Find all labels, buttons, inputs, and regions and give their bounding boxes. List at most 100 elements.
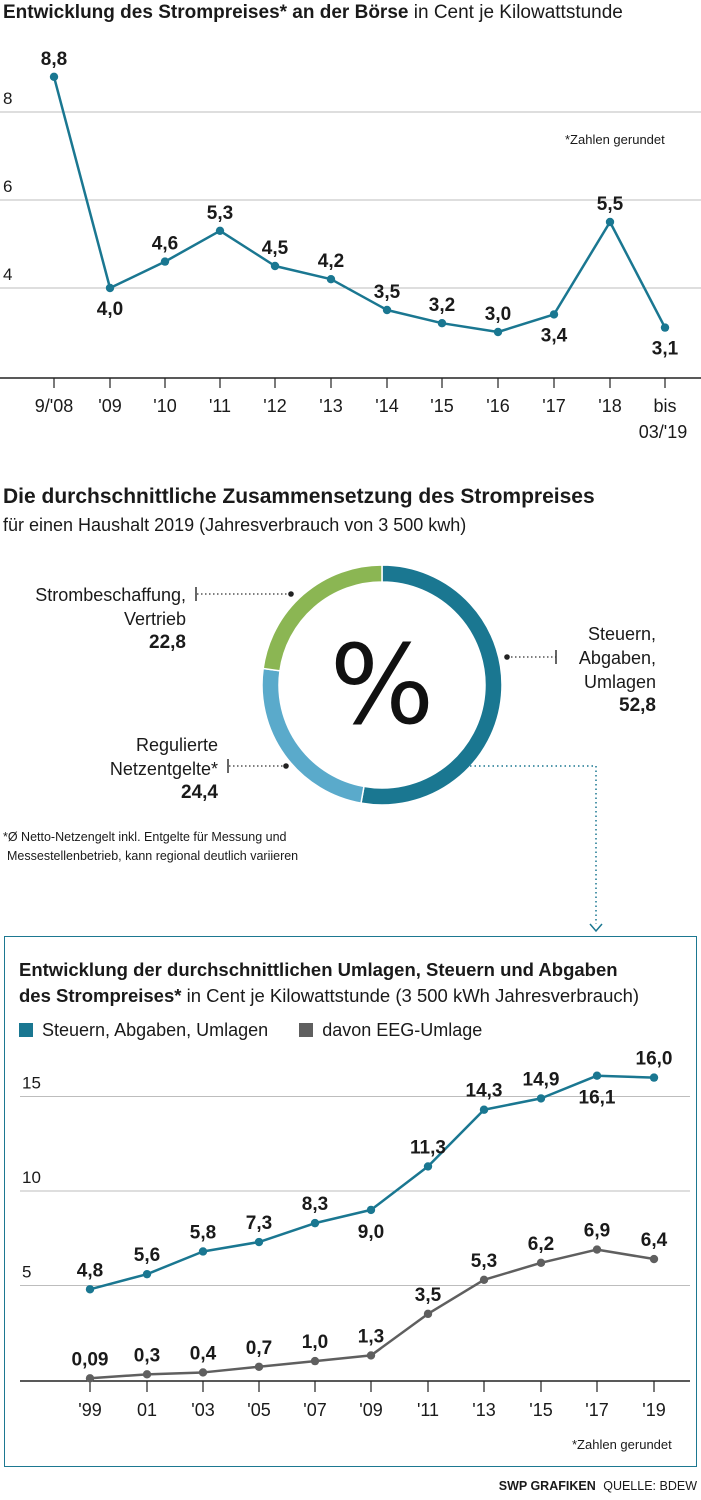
chart3-x-label: '09 xyxy=(359,1400,382,1420)
legend-swatch-teal xyxy=(19,1023,33,1037)
chart3-point xyxy=(142,1269,152,1279)
chart1-title-bold: Entwicklung des Strompreises* an der Bör… xyxy=(3,2,409,23)
chart3-title-line2: des Strompreises* in Cent je Kilowattstu… xyxy=(19,983,639,1009)
label-netzentgelte-value: 24,4 xyxy=(181,782,218,803)
footer-source: QUELLE: BDEW xyxy=(603,1479,697,1493)
label-netzentgelte-line1: Regulierte xyxy=(135,735,218,755)
chart1-x-label: '14 xyxy=(375,396,398,416)
leader-steuern-dot xyxy=(504,654,510,660)
legend-label-eeg: davon EEG-Umlage xyxy=(322,1020,483,1040)
label-steuern-line2: Abgaben, xyxy=(578,648,656,668)
chart1-ytick-label: 6 xyxy=(3,177,12,196)
chart1-x-label: '09 xyxy=(98,396,121,416)
chart3-note: *Zahlen gerundet xyxy=(572,1437,672,1452)
chart3-point xyxy=(592,1245,602,1254)
chart3-point xyxy=(198,1368,208,1377)
chart1-x-label: '17 xyxy=(542,396,565,416)
chart3-data-label: 8,3 xyxy=(302,1194,328,1215)
chart3-data-label: 5,6 xyxy=(134,1245,160,1266)
chart3-x-label: '13 xyxy=(472,1400,495,1420)
chart1-point xyxy=(270,261,280,271)
chart1-data-label: 5,5 xyxy=(597,194,624,215)
chart1-x-label: '15 xyxy=(430,396,453,416)
chart1-data-label: 5,3 xyxy=(207,203,233,224)
chart3-point xyxy=(536,1094,546,1103)
chart3-data-label: 14,9 xyxy=(523,1069,560,1090)
chart3-data-label: 0,4 xyxy=(190,1343,217,1364)
chart1-data-label: 8,8 xyxy=(41,49,67,70)
chart1-point xyxy=(105,283,115,293)
label-strombeschaffung-line1: Strombeschaffung, xyxy=(35,585,186,605)
chart1-point xyxy=(660,323,670,332)
chart1-x-label: 03/'19 xyxy=(639,422,687,442)
chart3-data-label: 3,5 xyxy=(415,1285,442,1306)
chart2-footnote-line1: *Ø Netto-Netzengelt inkl. Entgelte für M… xyxy=(3,830,287,844)
label-steuern-line3: Umlagen xyxy=(583,672,656,692)
chart3-data-label: 6,9 xyxy=(584,1221,610,1242)
chart1-data-label: 4,6 xyxy=(152,234,178,255)
chart1-plot: 8 6 4 9/'08 '09 '10 '11 '12 '13 '14 '15 '16 '17 '18 bi… xyxy=(0,49,701,442)
chart3-point xyxy=(142,1370,152,1379)
chart3-title: Entwicklung der durchschnittlichen Umlag… xyxy=(19,957,639,1009)
chart1-x-label: '11 xyxy=(209,396,231,416)
chart3-ytick-label: 5 xyxy=(22,1263,31,1282)
chart3-x-label: '15 xyxy=(529,1400,552,1420)
chart3-point xyxy=(254,1237,264,1247)
label-strombeschaffung: Strombeschaffung, Vertrieb 22,8 xyxy=(0,583,186,655)
connector-arrow xyxy=(589,923,603,933)
chart1-x-label: bis xyxy=(653,396,676,416)
label-steuern-line1: Steuern, xyxy=(587,624,656,644)
chart3-point xyxy=(536,1258,546,1268)
chart2-subtitle: für einen Haushalt 2019 (Jahresverbrauch… xyxy=(3,515,467,535)
chart1-data-label: 3,1 xyxy=(652,339,679,360)
donut-center-symbol: % xyxy=(330,621,435,749)
chart3-point xyxy=(85,1374,95,1383)
chart1-data-label: 3,4 xyxy=(541,325,568,346)
chart3-point xyxy=(366,1205,376,1215)
chart1-point xyxy=(49,72,59,82)
chart2-footnote-line2: Messestellenbetrieb, kann regional deutl… xyxy=(7,849,299,863)
chart3-data-label: 9,0 xyxy=(358,1222,384,1243)
label-steuern-value: 52,8 xyxy=(619,695,656,716)
chart3-x-label: 01 xyxy=(137,1400,157,1420)
chart1-data-label: 4,5 xyxy=(262,238,289,259)
chart1-x-label: '16 xyxy=(486,396,509,416)
chart3-point xyxy=(310,1218,320,1228)
chart3-point xyxy=(592,1071,602,1080)
chart3-x-label: '11 xyxy=(417,1400,439,1420)
chart3-x-label: '03 xyxy=(191,1400,214,1420)
chart1-point xyxy=(382,305,392,315)
chart1-data-label: 3,5 xyxy=(374,282,401,303)
chart3-point xyxy=(310,1356,320,1366)
chart3-data-label: 7,3 xyxy=(246,1213,272,1234)
chart1-x-label: '12 xyxy=(263,396,286,416)
donut-slice xyxy=(262,564,383,672)
connector-line xyxy=(470,765,597,924)
chart3-point xyxy=(198,1247,208,1256)
chart1-ytick-label: 4 xyxy=(3,265,12,284)
label-netzentgelte-line2: Netzentgelte* xyxy=(109,759,218,779)
legend-label-steuern: Steuern, Abgaben, Umlagen xyxy=(42,1020,269,1040)
chart3-data-label: 5,8 xyxy=(190,1222,216,1243)
chart3-x-label: '99 xyxy=(78,1400,101,1420)
chart3-ytick-label: 15 xyxy=(22,1074,41,1093)
chart3-point xyxy=(254,1362,264,1371)
footer: SWP GRAFIKEN QUELLE: BDEW xyxy=(499,1479,697,1493)
chart3-x-label: '17 xyxy=(585,1400,608,1420)
chart3-data-label: 16,0 xyxy=(636,1049,673,1070)
chart1-point xyxy=(326,275,336,284)
chart1-x-label: '13 xyxy=(319,396,342,416)
legend-swatch-grey xyxy=(299,1023,314,1037)
chart3-frame xyxy=(4,936,697,1467)
chart1-ytick-label: 8 xyxy=(3,89,12,108)
chart3-point xyxy=(479,1105,489,1114)
chart3-x-label: '05 xyxy=(247,1400,270,1420)
chart1-series-line xyxy=(52,76,667,334)
chart3-data-label: 5,3 xyxy=(471,1251,497,1272)
label-strombeschaffung-line2: Vertrieb xyxy=(123,609,186,629)
chart1-x-label: 9/'08 xyxy=(35,396,73,416)
chart1-data-label: 3,2 xyxy=(429,295,455,316)
chart1-point xyxy=(215,226,225,235)
chart3-point xyxy=(649,1073,659,1082)
